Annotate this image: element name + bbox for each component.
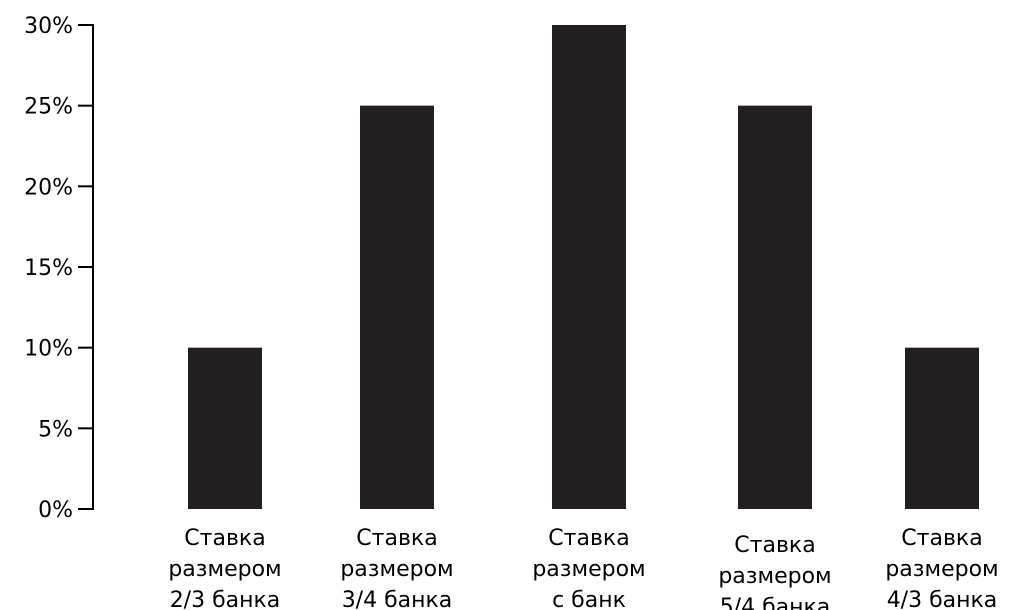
- x-category-label-3-line-3: с банк: [552, 588, 626, 610]
- y-axis: 0% 5% 10% 15% 20% 25% 30%: [24, 14, 94, 523]
- x-category-label-1-line-3: 2/3 банка: [170, 588, 281, 610]
- y-tick-label-30: 30%: [24, 14, 73, 39]
- x-category-label-1-line-1: Ставка: [184, 526, 265, 551]
- x-axis: Ставка размером 2/3 банка Ставка размером 3/4…: [168, 526, 998, 610]
- x-category-label-5: Ставка размером 4/3 банка: [885, 526, 998, 610]
- x-category-label-1-line-2: размером: [168, 557, 281, 582]
- x-category-label-2-line-2: размером: [340, 557, 453, 582]
- bar-3: [552, 25, 626, 509]
- bar-1: [188, 347, 262, 509]
- x-category-label-2: Ставка размером 3/4 банка: [340, 526, 453, 610]
- y-tick-label-10: 10%: [24, 337, 73, 362]
- y-tick-label-15: 15%: [24, 256, 73, 281]
- x-category-label-4: Ставка размером 5/4 банка: [718, 533, 831, 610]
- y-tick-label-25: 25%: [24, 95, 73, 120]
- x-category-label-2-line-3: 3/4 банка: [342, 588, 453, 610]
- x-category-label-3-line-2: размером: [532, 557, 645, 582]
- x-category-label-5-line-1: Ставка: [901, 526, 982, 551]
- bar-2: [360, 105, 434, 510]
- x-category-label-5-line-3: 4/3 банка: [887, 588, 998, 610]
- y-tick-label-5: 5%: [38, 417, 73, 442]
- bars-group: [188, 25, 979, 510]
- x-category-label-2-line-1: Ставка: [356, 526, 437, 551]
- bar-5: [905, 347, 979, 509]
- x-category-label-4-line-3: 5/4 банка: [720, 595, 831, 610]
- bar-4: [738, 105, 812, 510]
- x-category-label-3: Ставка размером с банк: [532, 526, 645, 610]
- x-category-label-1: Ставка размером 2/3 банка: [168, 526, 281, 610]
- y-tick-label-20: 20%: [24, 175, 73, 200]
- x-category-label-4-line-2: размером: [718, 564, 831, 589]
- x-category-label-5-line-2: размером: [885, 557, 998, 582]
- x-category-label-3-line-1: Ставка: [548, 526, 629, 551]
- x-category-label-4-line-1: Ставка: [734, 533, 815, 558]
- y-tick-label-0: 0%: [38, 498, 73, 523]
